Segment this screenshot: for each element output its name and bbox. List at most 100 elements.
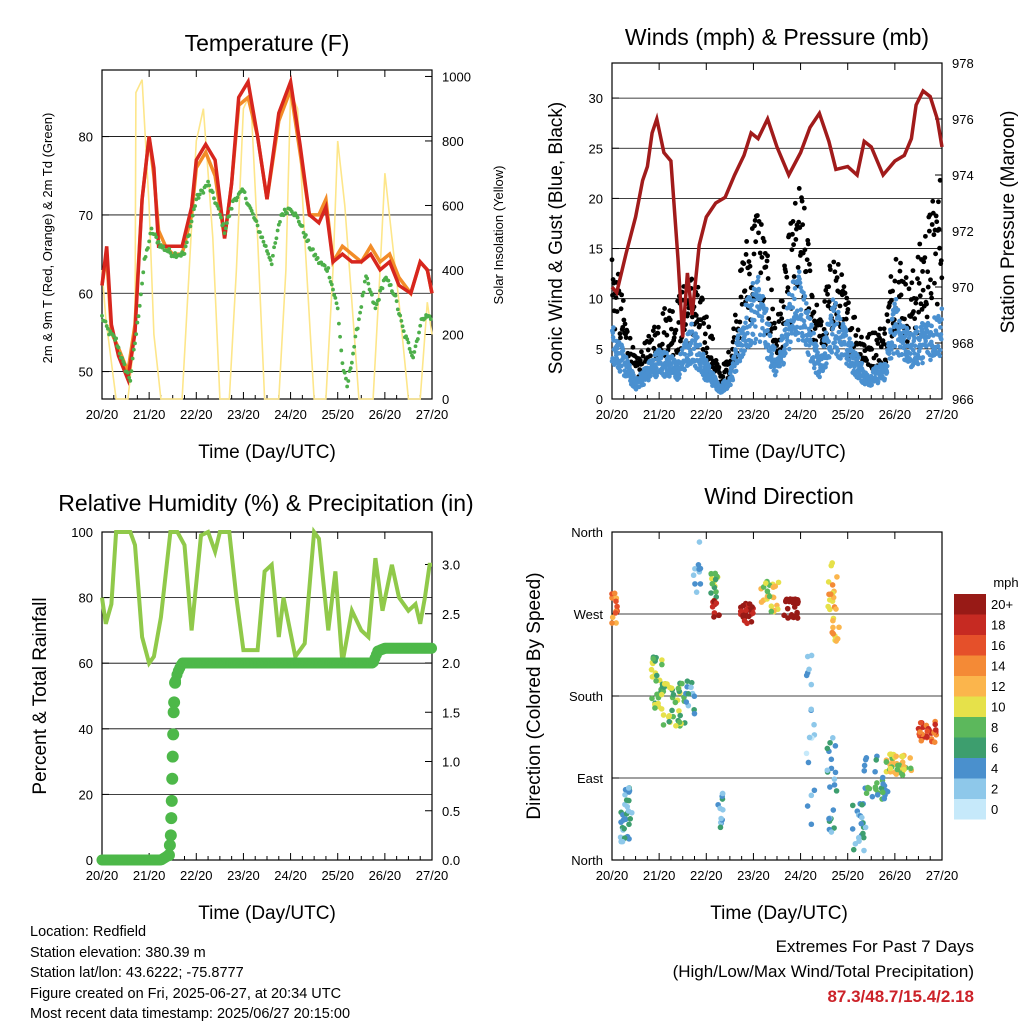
wind-point: [792, 286, 798, 291]
dewpoint-point: [250, 211, 255, 216]
legend-swatch: [954, 778, 986, 799]
direction-point: [768, 603, 775, 610]
gust-point: [716, 364, 722, 370]
gust-point: [650, 328, 656, 334]
direction-point: [691, 710, 698, 717]
direction-point: [861, 762, 868, 769]
direction-xtick-label: 26/20: [879, 868, 912, 883]
humidity-ytick-label: 60: [79, 656, 93, 671]
direction-point: [861, 767, 868, 774]
direction-point: [654, 691, 660, 698]
dewpoint-point: [201, 190, 206, 195]
wind-point: [787, 346, 792, 352]
humidity-xlabel: Time (Day/UTC): [198, 903, 336, 924]
dewpoint-point: [300, 224, 305, 228]
winds-y2label: Station Pressure (Maroon): [998, 111, 1019, 334]
precip-point: [167, 728, 180, 741]
wind-point: [938, 325, 943, 330]
gust-point: [889, 297, 894, 303]
gust-point: [917, 241, 923, 247]
direction-point: [692, 565, 698, 572]
wind-point: [798, 285, 803, 290]
temp-xtick-label: 26/20: [369, 407, 402, 422]
wind-point: [847, 357, 852, 363]
humidity-y2tick-label: 2.5: [442, 607, 460, 622]
wind-point: [811, 355, 816, 360]
direction-point: [683, 699, 690, 705]
dewpoint-point: [336, 321, 341, 326]
direction-point: [849, 826, 856, 832]
wind-point: [797, 276, 802, 282]
wind-point: [832, 340, 838, 345]
dewpoint-point: [407, 346, 412, 351]
gust-point: [937, 177, 943, 183]
wind-point: [804, 301, 809, 306]
direction-point: [788, 613, 795, 620]
dewpoint-point: [103, 319, 108, 324]
wind-point: [733, 350, 739, 356]
direction-point: [648, 666, 655, 673]
wind-point: [899, 352, 905, 357]
dewpoint-point: [334, 301, 339, 306]
legend-label: 0: [991, 802, 998, 817]
direction-point: [614, 603, 620, 610]
direction-point: [653, 672, 660, 679]
wind-point: [611, 325, 616, 330]
direction-point: [740, 602, 747, 609]
wind-point: [738, 348, 744, 353]
direction-point: [907, 755, 913, 761]
gust-point: [655, 324, 661, 330]
wind-point: [706, 363, 712, 369]
gust-point: [609, 257, 615, 263]
gust-point: [792, 200, 798, 206]
winds-y2tick-label: 974: [952, 168, 974, 183]
gust-point: [882, 331, 888, 336]
dewpoint-point: [344, 376, 348, 381]
gust-point: [916, 309, 922, 315]
wind-point: [765, 328, 770, 333]
wind-point: [834, 321, 840, 327]
gust-point: [826, 299, 832, 305]
gust-point: [831, 259, 837, 265]
dewpoint-point: [408, 350, 413, 355]
dewpoint-point: [405, 337, 410, 342]
direction-point: [744, 620, 750, 627]
temp-xtick-label: 20/20: [86, 407, 119, 422]
direction-point: [811, 787, 818, 794]
humidity-xtick-label: 25/20: [321, 868, 354, 883]
direction-point: [874, 791, 881, 798]
winds-y2tick-label: 968: [952, 336, 974, 351]
dewpoint-point: [120, 356, 124, 360]
t2m-line: [100, 74, 434, 387]
gust-point: [754, 213, 760, 218]
dewpoint-point: [221, 222, 226, 226]
direction-point: [676, 719, 683, 726]
gust-point: [921, 259, 927, 265]
dewpoint-point: [388, 283, 393, 287]
gust-point: [790, 231, 795, 237]
dewpoint-point: [242, 190, 247, 194]
direction-point: [861, 847, 867, 854]
direction-point: [880, 781, 886, 787]
direction-point: [708, 590, 714, 596]
gust-point: [909, 280, 915, 286]
dewpoint-point: [306, 238, 311, 243]
station-elevation: Station elevation: 380.39 m: [30, 944, 206, 961]
gust-point: [893, 256, 899, 262]
direction-xtick-label: 22/20: [690, 868, 723, 883]
gust-point: [752, 223, 757, 229]
winds-y2tick-label: 972: [952, 224, 974, 239]
humidity-ytick-label: 20: [79, 787, 93, 802]
dewpoint-point: [360, 293, 365, 298]
gust-point: [835, 261, 841, 267]
winds-xtick-label: 27/20: [926, 407, 959, 422]
dewpoint-point: [258, 230, 262, 235]
dewpoint-point: [278, 220, 282, 224]
direction-xtick-label: 25/20: [831, 868, 864, 883]
gust-point: [622, 321, 628, 327]
wind-point: [780, 336, 786, 341]
wind-point: [794, 308, 800, 314]
dewpoint-point: [268, 258, 273, 262]
gust-point: [649, 337, 654, 343]
winds-xlabel: Time (Day/UTC): [708, 442, 846, 463]
